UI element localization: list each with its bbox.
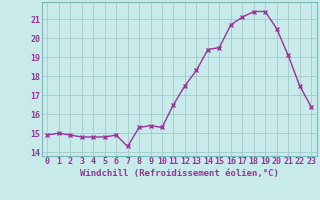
X-axis label: Windchill (Refroidissement éolien,°C): Windchill (Refroidissement éolien,°C) xyxy=(80,169,279,178)
